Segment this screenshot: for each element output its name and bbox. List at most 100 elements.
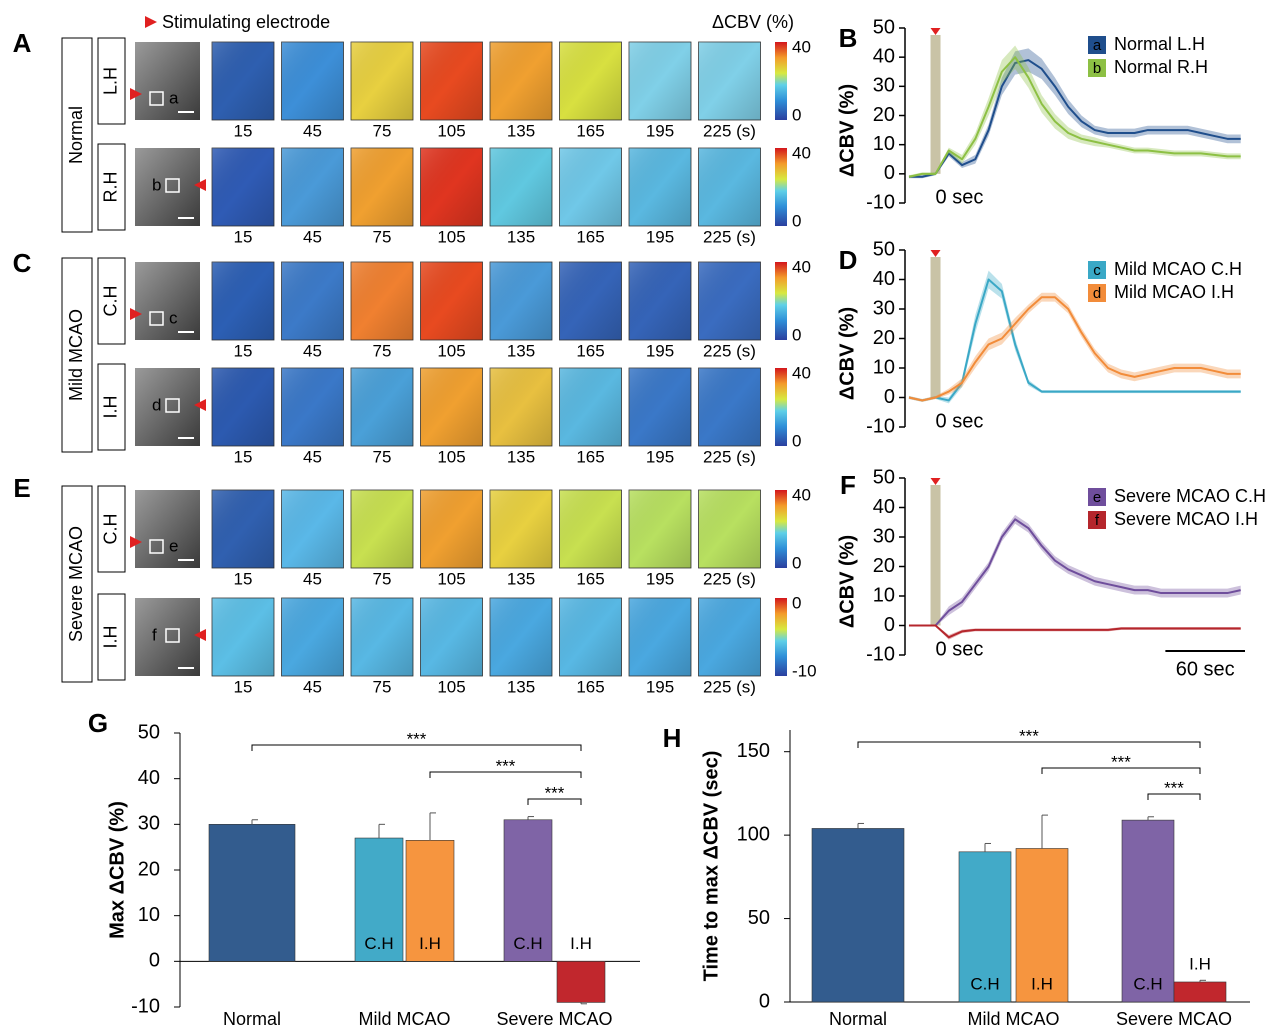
group-label: Normal — [66, 106, 86, 164]
heatmap-texture — [281, 42, 344, 120]
heatmap-texture — [420, 42, 483, 120]
heatmap-texture — [212, 368, 274, 446]
time-label: 165 — [576, 447, 604, 466]
heatmap-texture — [559, 490, 622, 568]
time-label: 165 — [576, 227, 604, 246]
colorbar-tick: 40 — [792, 257, 811, 276]
bar — [1015, 848, 1069, 1003]
y-tick-label: 0 — [149, 950, 160, 972]
legend-swatch — [1088, 59, 1106, 77]
panel-letter: H — [663, 723, 682, 753]
heatmap-texture — [698, 42, 761, 120]
panel-letter: D — [839, 245, 858, 275]
legend-label: Mild MCAO C.H — [1114, 259, 1242, 279]
colorbar-tick: 40 — [792, 485, 811, 504]
hemi-box — [97, 485, 126, 573]
time-label: 15 — [234, 227, 253, 246]
time-label: 15 — [234, 341, 253, 360]
bar-label: C.H — [364, 934, 393, 953]
brain-photo — [135, 490, 200, 568]
stimulus-bar — [930, 35, 941, 174]
heatmap-texture — [351, 490, 413, 568]
hemi-box — [97, 593, 126, 681]
y-tick-label: 10 — [873, 356, 895, 378]
heatmap-texture — [698, 490, 761, 568]
heatmap-texture — [281, 598, 344, 676]
colorbar — [775, 598, 787, 676]
hemi-box — [97, 143, 126, 231]
y-tick-label: 40 — [873, 268, 895, 290]
significance-label: *** — [1111, 752, 1131, 771]
category-label: Severe MCAO — [1116, 1009, 1232, 1029]
time-label: 75 — [373, 569, 392, 588]
bar-label: C.H — [513, 934, 542, 953]
y-tick-label: 10 — [873, 584, 895, 606]
hemi-label: C.H — [100, 514, 120, 545]
y-tick-label: -10 — [866, 415, 895, 437]
time-label: 135 — [507, 447, 535, 466]
heatmap-texture — [490, 368, 552, 446]
heatmap-texture — [629, 148, 691, 226]
heatmap-texture — [559, 42, 622, 120]
bar — [958, 851, 1012, 1003]
legend-label: Severe MCAO C.H — [1114, 486, 1266, 506]
colorbar-tick: 40 — [792, 37, 811, 56]
heatmap-texture — [629, 368, 691, 446]
stimulus-annotation: 0 sec — [936, 186, 984, 208]
time-label: 195 — [646, 227, 674, 246]
time-label: 225 (s) — [703, 341, 756, 360]
time-label: 225 (s) — [703, 677, 756, 696]
heatmap-texture — [698, 148, 761, 226]
time-label: 195 — [646, 569, 674, 588]
y-tick-label: 50 — [873, 466, 895, 488]
heatmap-texture — [698, 598, 761, 676]
panel-letter: G — [88, 708, 108, 738]
heatmap-texture — [559, 262, 622, 340]
bar-label: I.H — [1031, 974, 1053, 993]
y-tick-label: -10 — [866, 643, 895, 665]
y-tick-label: 0 — [884, 386, 895, 408]
time-label: 105 — [437, 227, 465, 246]
panel-letter: F — [840, 470, 856, 500]
category-label: Mild MCAO — [358, 1009, 450, 1029]
y-tick-label: 40 — [873, 496, 895, 518]
group-label: Mild MCAO — [66, 309, 86, 401]
heatmap-texture — [212, 490, 274, 568]
y-tick-label: 30 — [873, 75, 895, 97]
time-label: 45 — [303, 569, 322, 588]
colorbar-tick: -10 — [792, 661, 817, 680]
time-label: 195 — [646, 447, 674, 466]
roi-box — [165, 398, 180, 413]
error-band — [908, 292, 1241, 402]
roi-label: c — [169, 308, 178, 327]
time-label: 75 — [373, 341, 392, 360]
y-tick-label: 40 — [873, 45, 895, 67]
error-band — [908, 270, 1241, 404]
y-tick-label: 0 — [884, 614, 895, 636]
electrode-marker — [194, 179, 206, 191]
colorbar — [775, 368, 787, 446]
heatmap-texture — [490, 598, 552, 676]
heatmap-texture — [420, 148, 483, 226]
electrode-marker — [130, 308, 142, 320]
legend-label: Severe MCAO I.H — [1114, 509, 1258, 529]
heatmap-texture — [351, 42, 413, 120]
roi-box — [149, 91, 164, 106]
time-label: 15 — [234, 121, 253, 140]
legend-key: f — [1095, 512, 1100, 529]
colorbar-tick: 40 — [792, 363, 811, 382]
colorbar-tick: 0 — [792, 553, 801, 572]
electrode-marker — [194, 399, 206, 411]
colorbar — [775, 42, 787, 120]
time-label: 225 (s) — [703, 121, 756, 140]
roi-label: a — [169, 88, 179, 107]
bar — [556, 961, 606, 1003]
y-tick-label: 20 — [138, 858, 160, 880]
time-label: 225 (s) — [703, 569, 756, 588]
hemi-label: C.H — [100, 286, 120, 317]
time-label: 195 — [646, 121, 674, 140]
y-tick-label: 10 — [873, 133, 895, 155]
hemi-label: I.H — [100, 395, 120, 418]
category-label: Mild MCAO — [967, 1009, 1059, 1029]
